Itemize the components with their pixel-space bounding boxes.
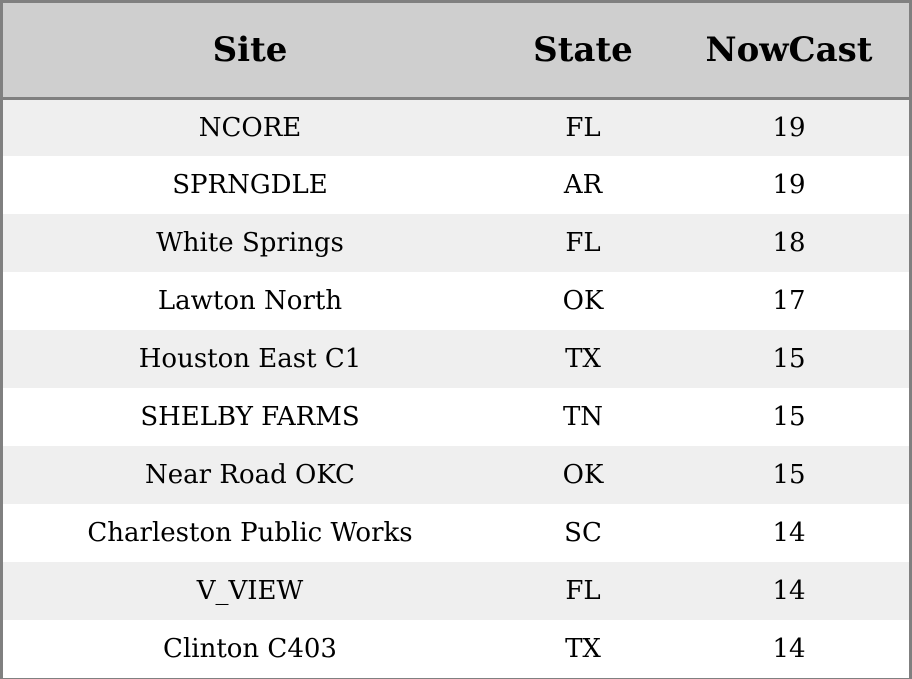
table-row: Houston East C1 TX 15	[3, 330, 909, 388]
cell-state: FL	[565, 576, 601, 606]
table-row: Charleston Public Works SC 14	[3, 504, 909, 562]
cell-nowcast: 14	[772, 576, 806, 606]
cell-site: Near Road OKC	[145, 460, 355, 490]
data-table: Site State NowCast NCORE FL 19 SPRNGDLE AR 19…	[3, 3, 909, 678]
column-header-site: Site	[3, 3, 497, 100]
cell-nowcast: 15	[772, 402, 806, 432]
table-header: Site State NowCast	[3, 3, 909, 100]
table-row: V_VIEW FL 14	[3, 562, 909, 620]
cell-state: FL	[565, 112, 601, 143]
cell-nowcast: 17	[772, 286, 806, 316]
column-header-nowcast: NowCast	[669, 3, 909, 100]
cell-site: NCORE	[198, 112, 302, 143]
table-row: NCORE FL 19	[3, 98, 909, 156]
header-row: Site State NowCast	[3, 3, 909, 100]
table-body: NCORE FL 19 SPRNGDLE AR 19 White Springs FL 18 La…	[3, 98, 909, 678]
cell-state: AR	[563, 170, 603, 200]
cell-state: SC	[564, 518, 602, 548]
cell-site: V_VIEW	[196, 576, 304, 606]
cell-nowcast: 15	[772, 344, 806, 374]
cell-site: White Springs	[156, 228, 344, 258]
cell-site: Houston East C1	[138, 344, 362, 374]
table-row: SHELBY FARMS TN 15	[3, 388, 909, 446]
cell-state: TX	[565, 634, 601, 664]
table-row: SPRNGDLE AR 19	[3, 156, 909, 214]
cell-nowcast: 15	[772, 460, 806, 490]
cell-nowcast: 19	[772, 170, 806, 200]
cell-nowcast: 14	[772, 634, 806, 664]
cell-site: Clinton C403	[163, 634, 337, 664]
table-row: White Springs FL 18	[3, 214, 909, 272]
cell-state: FL	[565, 228, 601, 258]
cell-site: Lawton North	[157, 286, 343, 316]
table-row: Clinton C403 TX 14	[3, 620, 909, 678]
cell-state: OK	[562, 286, 604, 316]
column-header-state: State	[497, 3, 669, 100]
table-row: Lawton North OK 17	[3, 272, 909, 330]
cell-site: SHELBY FARMS	[140, 402, 360, 432]
cell-nowcast: 18	[772, 228, 806, 258]
cell-site: SPRNGDLE	[172, 170, 328, 200]
table-row: Near Road OKC OK 15	[3, 446, 909, 504]
cell-state: TN	[562, 402, 604, 432]
cell-state: TX	[565, 344, 601, 374]
cell-nowcast: 19	[772, 112, 806, 143]
cell-state: OK	[562, 460, 604, 490]
cell-site: Charleston Public Works	[87, 518, 413, 548]
cell-nowcast: 14	[772, 518, 806, 548]
